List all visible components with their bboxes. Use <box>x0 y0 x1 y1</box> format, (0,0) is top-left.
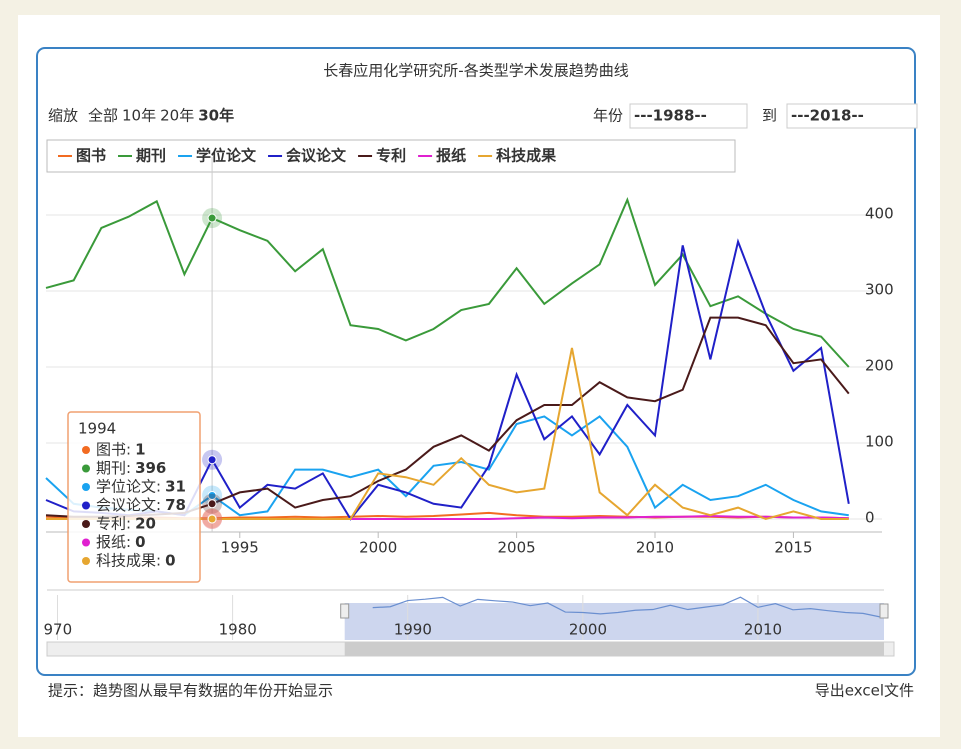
legend-label[interactable]: 科技成果 <box>496 147 557 165</box>
legend-label[interactable]: 报纸 <box>436 147 466 165</box>
tooltip-dot <box>82 520 90 528</box>
navigator-label: 1980 <box>219 621 257 639</box>
legend-label[interactable]: 学位论文 <box>196 147 257 165</box>
tooltip-dot <box>82 538 90 547</box>
navigator-handle[interactable] <box>340 603 350 619</box>
navigator-label: 1990 <box>394 621 432 639</box>
tooltip-value: 1 <box>135 441 145 459</box>
legend-label[interactable]: 图书 <box>76 147 106 165</box>
range-button[interactable]: 20年 <box>160 107 194 125</box>
year-from-input[interactable] <box>629 103 748 129</box>
range-button[interactable]: 30年 <box>198 107 234 125</box>
hover-marker <box>207 213 217 223</box>
legend-label[interactable]: 期刊 <box>136 147 166 165</box>
tooltip-dot <box>82 557 90 565</box>
legend-label[interactable]: 专利 <box>376 147 406 165</box>
export-link[interactable]: 导出excel文件 <box>815 682 914 700</box>
x-tick-label: 2000 <box>359 539 397 557</box>
y-tick-label: 400 <box>865 205 894 223</box>
y-tick-label: 0 <box>865 509 875 527</box>
range-button[interactable]: 10年 <box>122 107 156 125</box>
y-tick-label: 200 <box>865 357 894 375</box>
y-tick-label: 100 <box>865 433 894 451</box>
navigator-line <box>372 596 881 618</box>
tooltip-label: 会议论文: <box>96 496 161 514</box>
x-tick-label: 2005 <box>498 539 536 557</box>
tooltip-value: 20 <box>135 515 156 533</box>
legend-box <box>46 139 736 173</box>
year-to[interactable]: ---2018-- <box>791 107 864 125</box>
tooltip-value: 78 <box>165 496 186 514</box>
year-from[interactable]: ---1988-- <box>634 107 707 125</box>
range-button[interactable]: 全部 <box>88 107 118 125</box>
navigator-label: 2010 <box>744 621 782 639</box>
tooltip-label: 图书: <box>96 441 131 459</box>
x-tick-label: 1995 <box>221 539 259 557</box>
tooltip-label: 期刊: <box>96 459 131 477</box>
hover-marker <box>207 455 217 465</box>
tooltip-label: 学位论文: <box>96 478 161 496</box>
tooltip-value: 0 <box>135 533 145 551</box>
x-tick-label: 2010 <box>636 539 674 557</box>
hover-marker <box>207 514 217 524</box>
tooltip-dot <box>82 446 90 454</box>
chart-title: 长春应用化学研究所-各类型学术发展趋势曲线 <box>323 62 628 80</box>
zoom-label: 缩放 <box>48 107 78 125</box>
tooltip-value: 0 <box>165 552 175 570</box>
x-tick-label: 2015 <box>774 539 812 557</box>
legend-label[interactable]: 会议论文 <box>286 147 347 165</box>
navigator-handle[interactable] <box>879 603 889 619</box>
hover-marker <box>207 499 217 509</box>
year-label: 年份 <box>593 107 623 125</box>
tooltip-label: 专利: <box>96 515 131 533</box>
y-tick-label: 300 <box>865 281 894 299</box>
series-line <box>45 196 850 368</box>
tooltip-label: 科技成果: <box>96 552 161 570</box>
hint: 提示：趋势图从最早有数据的年份开始显示 <box>48 682 333 700</box>
navigator-label: 970 <box>44 621 73 639</box>
tooltip-value: 31 <box>165 478 186 496</box>
tooltip-dot <box>82 501 90 510</box>
tooltip-value: 396 <box>135 459 166 477</box>
to-label: 到 <box>762 107 777 125</box>
year-to-input[interactable] <box>786 103 918 129</box>
tooltip-dot <box>82 483 90 491</box>
navigator-label: 2000 <box>569 621 607 639</box>
tooltip-dot <box>82 464 90 473</box>
tooltip-label: 报纸: <box>96 533 131 551</box>
tooltip-box <box>67 411 201 583</box>
tooltip-title: 1994 <box>78 420 116 438</box>
scrollbar-thumb[interactable] <box>344 642 884 656</box>
